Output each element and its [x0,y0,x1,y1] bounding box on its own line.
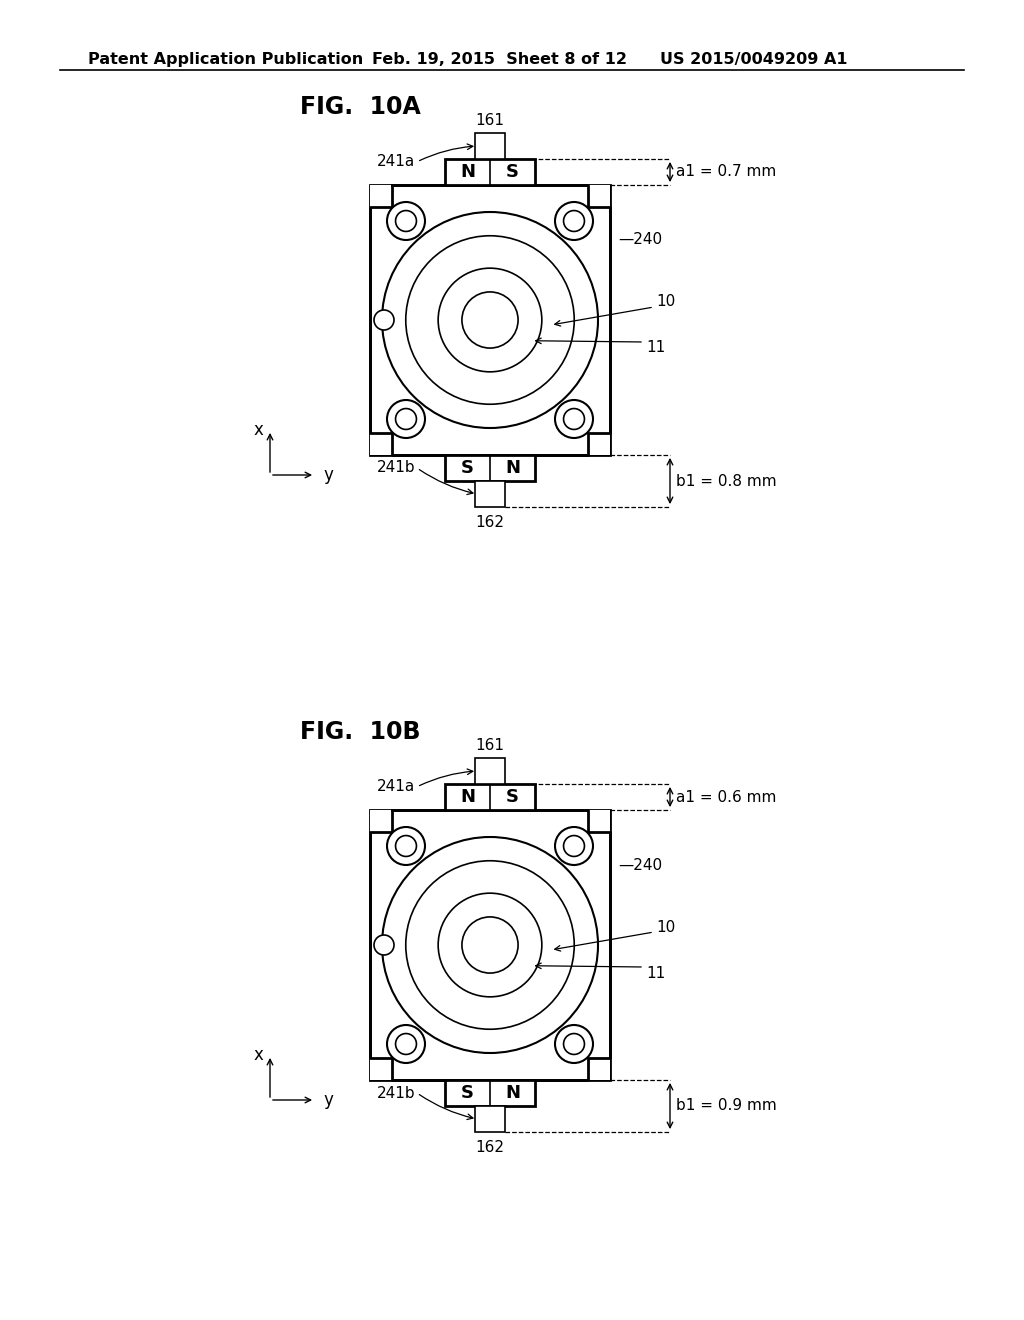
Text: x: x [253,421,263,440]
Text: 241b: 241b [377,461,415,475]
Text: a1 = 0.6 mm: a1 = 0.6 mm [676,789,776,804]
Text: b1 = 0.8 mm: b1 = 0.8 mm [676,474,776,488]
Bar [588,185,610,207]
Text: 11: 11 [646,341,666,355]
Bar [475,1106,505,1133]
Bar [445,455,535,480]
Text: FIG.  10A: FIG. 10A [300,95,421,119]
Bar [370,1059,392,1080]
Circle shape [387,400,425,438]
Text: b1 = 0.9 mm: b1 = 0.9 mm [676,1098,777,1114]
Text: Patent Application Publication: Patent Application Publication [88,51,364,67]
Text: 161: 161 [475,738,505,752]
Text: N: N [505,1084,520,1102]
Text: 10: 10 [656,920,675,935]
Text: 161: 161 [475,114,505,128]
Circle shape [555,1026,593,1063]
Circle shape [387,828,425,865]
Text: S: S [506,788,519,807]
Bar [445,1080,535,1106]
Bar [588,433,610,455]
Circle shape [555,400,593,438]
Text: S: S [461,1084,474,1102]
Text: —240: —240 [618,232,663,248]
Bar [370,433,392,455]
Circle shape [387,202,425,240]
Bar [475,758,505,784]
Circle shape [374,935,394,954]
Text: 162: 162 [475,1140,505,1155]
Text: N: N [460,788,475,807]
Text: 241b: 241b [377,1085,415,1101]
Text: S: S [461,459,474,477]
Text: FIG.  10B: FIG. 10B [300,719,421,744]
Text: 241a: 241a [377,154,415,169]
Bar [370,185,610,455]
Bar [370,810,610,1080]
Text: y: y [323,466,333,484]
Text: —240: —240 [618,858,663,873]
Circle shape [555,202,593,240]
Text: 241a: 241a [377,779,415,795]
Bar [588,810,610,832]
Bar [370,185,392,207]
Bar [588,1059,610,1080]
Text: 162: 162 [475,515,505,531]
Text: N: N [460,162,475,181]
Text: US 2015/0049209 A1: US 2015/0049209 A1 [660,51,848,67]
Circle shape [387,1026,425,1063]
Text: S: S [506,162,519,181]
Bar [370,810,392,832]
Circle shape [374,310,394,330]
Bar [475,480,505,507]
Bar [445,784,535,810]
Bar [445,158,535,185]
Text: a1 = 0.7 mm: a1 = 0.7 mm [676,165,776,180]
Circle shape [555,828,593,865]
Text: 11: 11 [646,965,666,981]
Text: 10: 10 [656,294,675,309]
Text: N: N [505,459,520,477]
Text: y: y [323,1092,333,1109]
Bar [475,133,505,158]
Text: Feb. 19, 2015  Sheet 8 of 12: Feb. 19, 2015 Sheet 8 of 12 [372,51,627,67]
Text: x: x [253,1045,263,1064]
